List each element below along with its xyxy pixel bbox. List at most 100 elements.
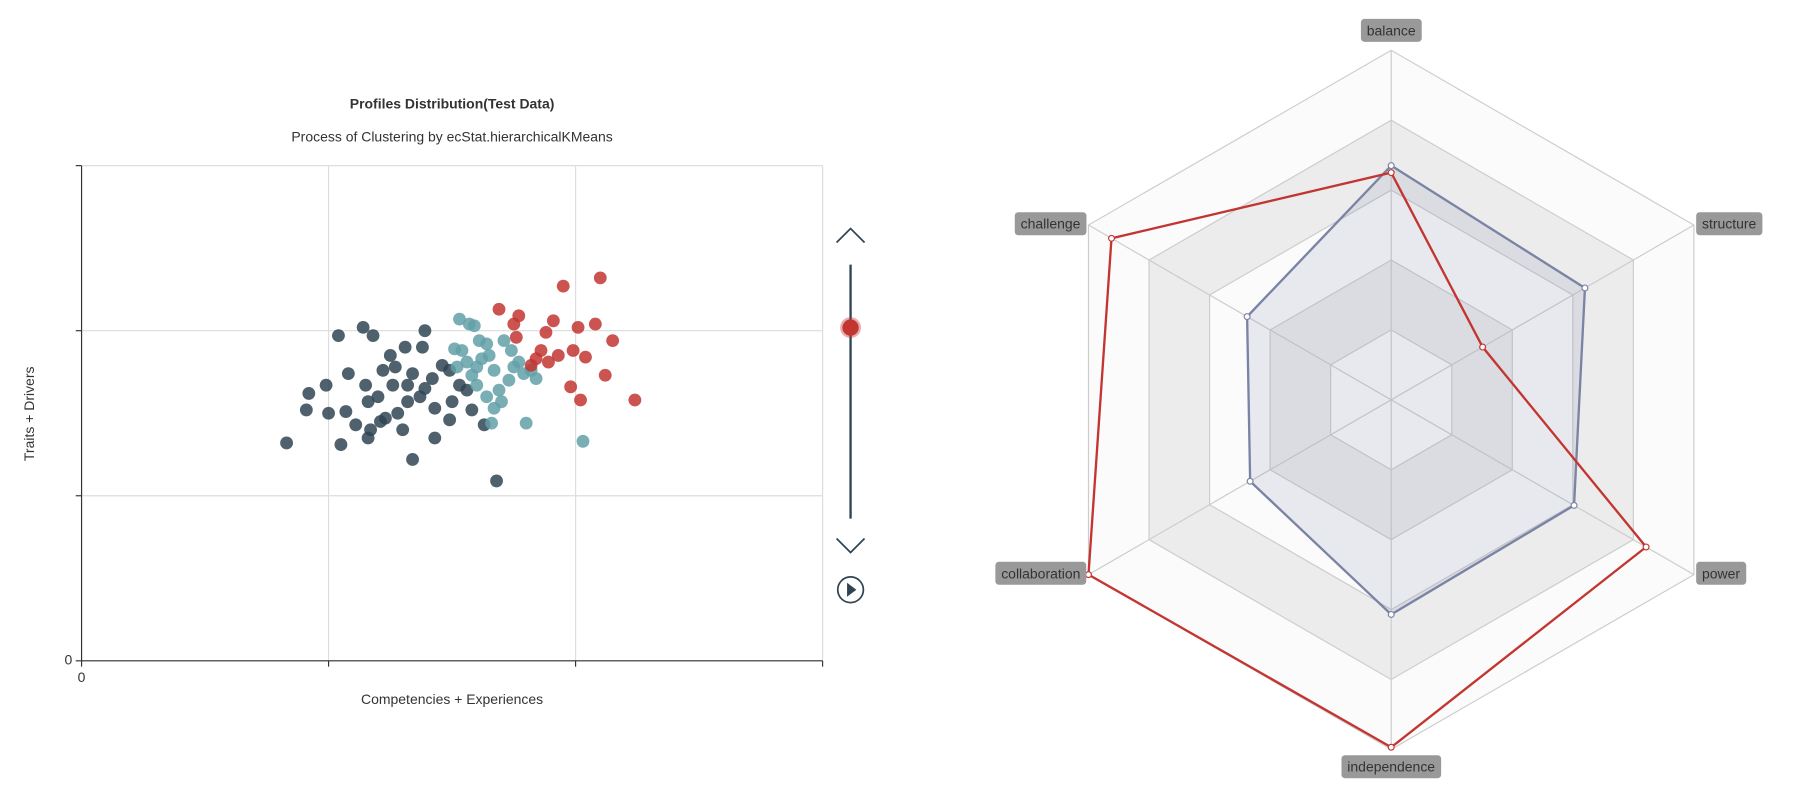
scatter-point xyxy=(361,395,375,409)
scatter-point xyxy=(492,383,506,397)
scatter-point xyxy=(418,324,432,338)
scatter-point xyxy=(546,314,560,328)
radar-point xyxy=(1570,501,1578,509)
scatter-point xyxy=(576,434,590,448)
scatter-point xyxy=(509,330,523,344)
radar-point xyxy=(1387,162,1395,170)
scatter-point xyxy=(356,320,370,334)
scatter-point xyxy=(322,406,335,420)
scatter-point xyxy=(507,360,521,374)
scatter-point xyxy=(386,378,400,392)
scatter-point xyxy=(574,393,587,407)
scatter-point xyxy=(332,329,345,343)
scatter-point xyxy=(378,411,392,425)
scatter-point xyxy=(467,319,481,333)
scatter-point xyxy=(465,368,479,382)
slider-handle[interactable] xyxy=(842,319,859,336)
scatter-point xyxy=(519,416,533,430)
scatter-point xyxy=(371,390,385,404)
scatter-point xyxy=(425,372,439,385)
scatter-point xyxy=(551,349,565,362)
scatter-point xyxy=(480,390,494,404)
scatter-point xyxy=(598,368,612,382)
scatter-point xyxy=(606,334,620,348)
radar-point xyxy=(1246,477,1254,485)
scatter-point xyxy=(401,395,415,409)
indicator-text: structure xyxy=(1702,216,1757,232)
scatter-point xyxy=(497,334,511,348)
slider-up-arrow[interactable] xyxy=(835,227,866,244)
scatter-point xyxy=(302,387,316,400)
radar-point xyxy=(1642,543,1650,551)
scatter-point xyxy=(507,317,521,331)
radar-point xyxy=(1479,343,1487,351)
scatter-point xyxy=(428,401,442,415)
scatter-point xyxy=(465,403,479,417)
play-button[interactable] xyxy=(836,576,865,604)
scatter-point xyxy=(299,403,313,417)
scatter-point xyxy=(475,352,489,366)
scatter-point xyxy=(443,413,457,427)
scatter-point xyxy=(388,360,402,374)
y-tick-label: 0 xyxy=(64,652,72,668)
indicator-label-bg xyxy=(1696,212,1763,236)
scatter-point xyxy=(542,355,555,369)
scatter-point xyxy=(416,340,429,354)
indicator-label: collaboration xyxy=(995,561,1087,585)
chart-subtitle: Process of Clustering by ecStat.hierarch… xyxy=(291,128,612,144)
scatter-point xyxy=(391,406,405,420)
scatter-point xyxy=(529,352,543,366)
visual-map[interactable] xyxy=(835,227,866,604)
scatter-point xyxy=(341,367,355,381)
scatter-point xyxy=(366,329,380,343)
radar-point xyxy=(1581,284,1589,292)
scatter-point xyxy=(495,395,508,409)
indicator-label: challenge xyxy=(1014,212,1087,236)
radar-axis xyxy=(1088,399,1392,576)
scatter-point xyxy=(571,320,585,334)
radar-point xyxy=(1107,234,1115,242)
scatter-point xyxy=(502,373,516,387)
y-axis-label: Traits + Drivers xyxy=(21,367,37,462)
indicator-text: independence xyxy=(1347,759,1435,775)
scatter-point xyxy=(334,438,348,452)
scatter-point xyxy=(450,360,464,374)
radar-axis xyxy=(1088,224,1392,401)
scatter-point xyxy=(460,355,474,369)
radar-axis xyxy=(1390,224,1695,401)
x-tick-label: 0 xyxy=(78,669,86,685)
scatter-point xyxy=(383,349,397,362)
scatter-point xyxy=(628,393,642,407)
scatter-point xyxy=(492,302,506,316)
scatter-point xyxy=(453,378,466,392)
scatter-point xyxy=(359,378,373,392)
radar-point xyxy=(1387,169,1395,177)
scatter-point xyxy=(453,312,466,326)
chart-title: Profiles Distribution(Test Data) xyxy=(350,96,555,112)
indicator-label-bg xyxy=(1341,755,1442,779)
scatter-point xyxy=(593,271,607,285)
scatter-point xyxy=(445,395,459,409)
scatter-point xyxy=(566,344,580,357)
play-icon[interactable] xyxy=(847,582,857,597)
scatter-point xyxy=(406,367,419,381)
indicator-label-bg xyxy=(1696,561,1747,585)
scatter-point xyxy=(579,350,592,364)
indicator-text: collaboration xyxy=(1001,565,1080,581)
indicator-text: power xyxy=(1702,565,1740,581)
scatter-point xyxy=(490,474,503,488)
scatter-point xyxy=(529,372,543,385)
scatter-point xyxy=(280,436,293,450)
scatter-point xyxy=(364,423,377,437)
scatter-point xyxy=(588,317,602,331)
scatter-point xyxy=(406,453,419,466)
indicator-label: structure xyxy=(1696,212,1763,236)
radar-point xyxy=(1387,743,1395,751)
slider-down-arrow[interactable] xyxy=(835,537,866,554)
radar-point xyxy=(1084,571,1092,579)
indicator-text: balance xyxy=(1367,22,1416,38)
radar-point xyxy=(1387,610,1395,618)
scatter-point xyxy=(556,279,570,293)
